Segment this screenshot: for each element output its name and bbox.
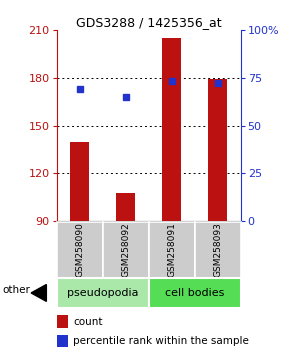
Bar	[57, 222, 103, 278]
Bar	[70, 142, 89, 221]
Text: GSM258093: GSM258093	[213, 222, 222, 278]
Text: GSM258092: GSM258092	[121, 223, 130, 277]
Bar	[57, 335, 68, 347]
Bar	[209, 79, 227, 221]
Text: percentile rank within the sample: percentile rank within the sample	[73, 336, 249, 346]
Text: GSM258090: GSM258090	[75, 222, 84, 278]
Bar	[162, 38, 181, 221]
Bar	[195, 222, 241, 278]
Text: cell bodies: cell bodies	[165, 288, 224, 298]
Bar	[148, 278, 241, 308]
Text: GSM258091: GSM258091	[167, 222, 176, 278]
Text: other: other	[3, 285, 31, 295]
Bar	[57, 278, 148, 308]
Text: pseudopodia: pseudopodia	[67, 288, 138, 298]
Title: GDS3288 / 1425356_at: GDS3288 / 1425356_at	[76, 16, 222, 29]
Bar	[103, 222, 148, 278]
Bar	[57, 315, 68, 328]
Text: count: count	[73, 316, 103, 327]
Bar	[148, 222, 195, 278]
Polygon shape	[31, 285, 46, 301]
Bar	[116, 193, 135, 221]
